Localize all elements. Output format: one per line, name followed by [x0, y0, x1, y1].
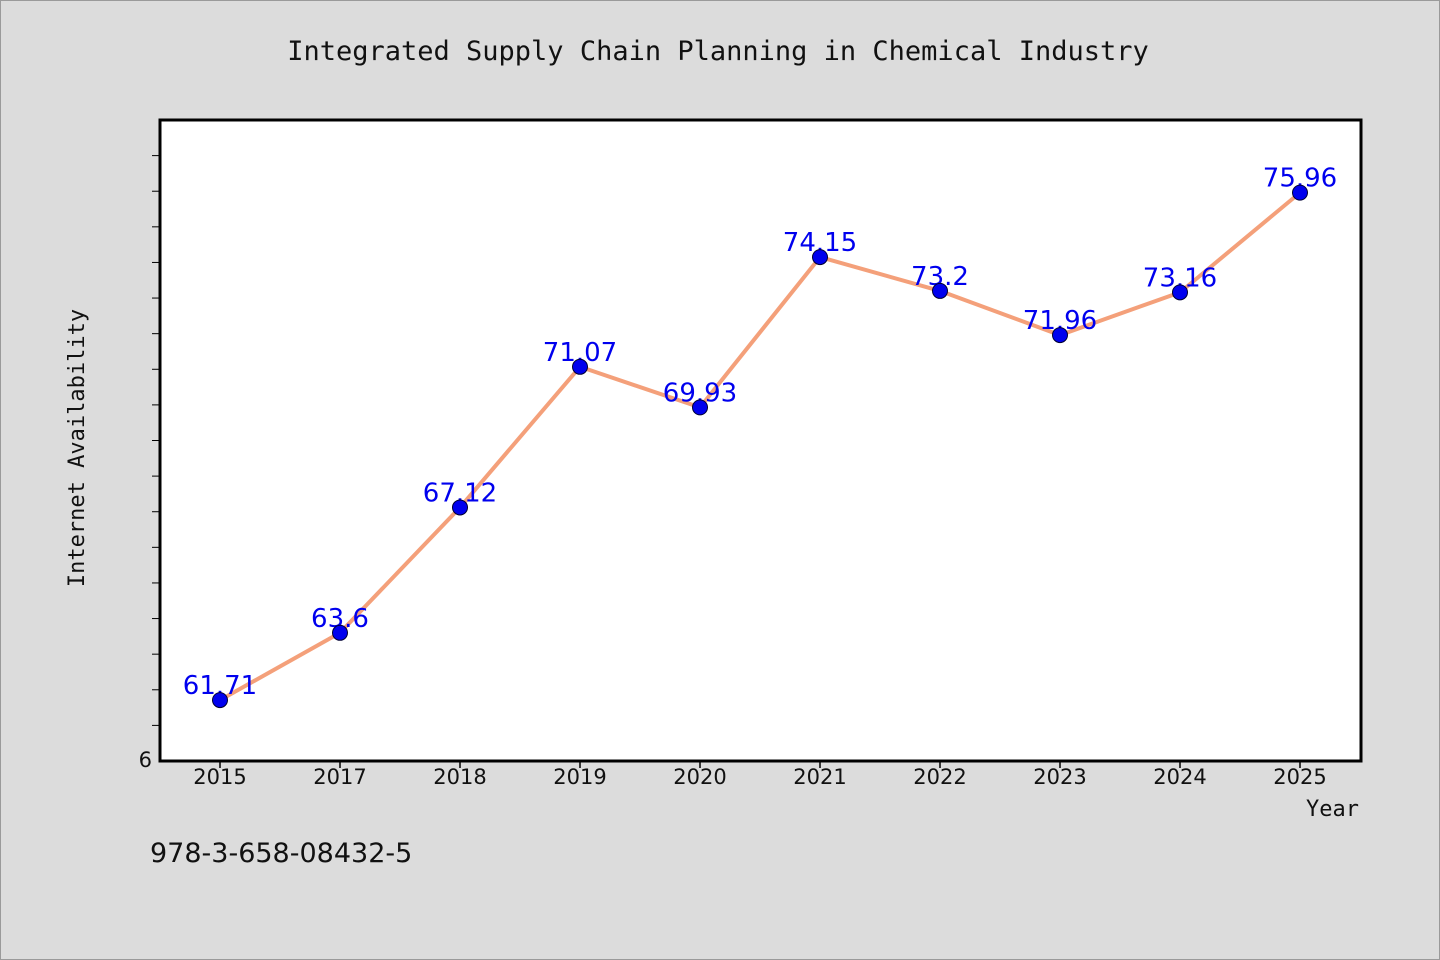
- data-points: [212, 184, 1308, 709]
- data-point: [332, 624, 348, 641]
- x-axis-ticks: [219, 761, 1301, 768]
- data-point: [692, 399, 708, 416]
- data-point: [1172, 284, 1188, 301]
- x-tick-label: 2020: [673, 765, 726, 789]
- data-point: [452, 499, 468, 516]
- x-tick-label: 2017: [313, 765, 366, 789]
- footer-isbn: 978-3-658-08432-5: [150, 838, 412, 869]
- x-axis-tick-labels: 2015 2017 2018 2019 2020 2021 2022 2023 2024 2025: [193, 765, 1326, 789]
- y-axis-label: Internet Availability: [65, 309, 90, 587]
- y-axis-tick-label: 6: [139, 748, 152, 772]
- x-tick-label: 2023: [1033, 765, 1086, 789]
- x-tick-label: 2019: [553, 765, 606, 789]
- x-axis-label: Year: [1306, 797, 1359, 822]
- data-point: [812, 249, 828, 266]
- x-tick-label: 2018: [433, 765, 486, 789]
- plot-area: [158, 118, 1363, 763]
- data-point: [1292, 184, 1308, 201]
- x-tick-label: 2021: [793, 765, 846, 789]
- data-point: [212, 692, 228, 709]
- data-point: [1052, 327, 1068, 344]
- data-point: [572, 358, 588, 375]
- x-tick-label: 2024: [1153, 765, 1206, 789]
- x-tick-label: 2015: [193, 765, 246, 789]
- data-point: [932, 282, 948, 299]
- x-tick-label: 2022: [913, 765, 966, 789]
- y-axis-ticks: [152, 155, 160, 726]
- x-tick-label: 2025: [1273, 765, 1326, 789]
- chart-title: Integrated Supply Chain Planning in Chem…: [287, 36, 1149, 67]
- series-line: [218, 190, 1302, 703]
